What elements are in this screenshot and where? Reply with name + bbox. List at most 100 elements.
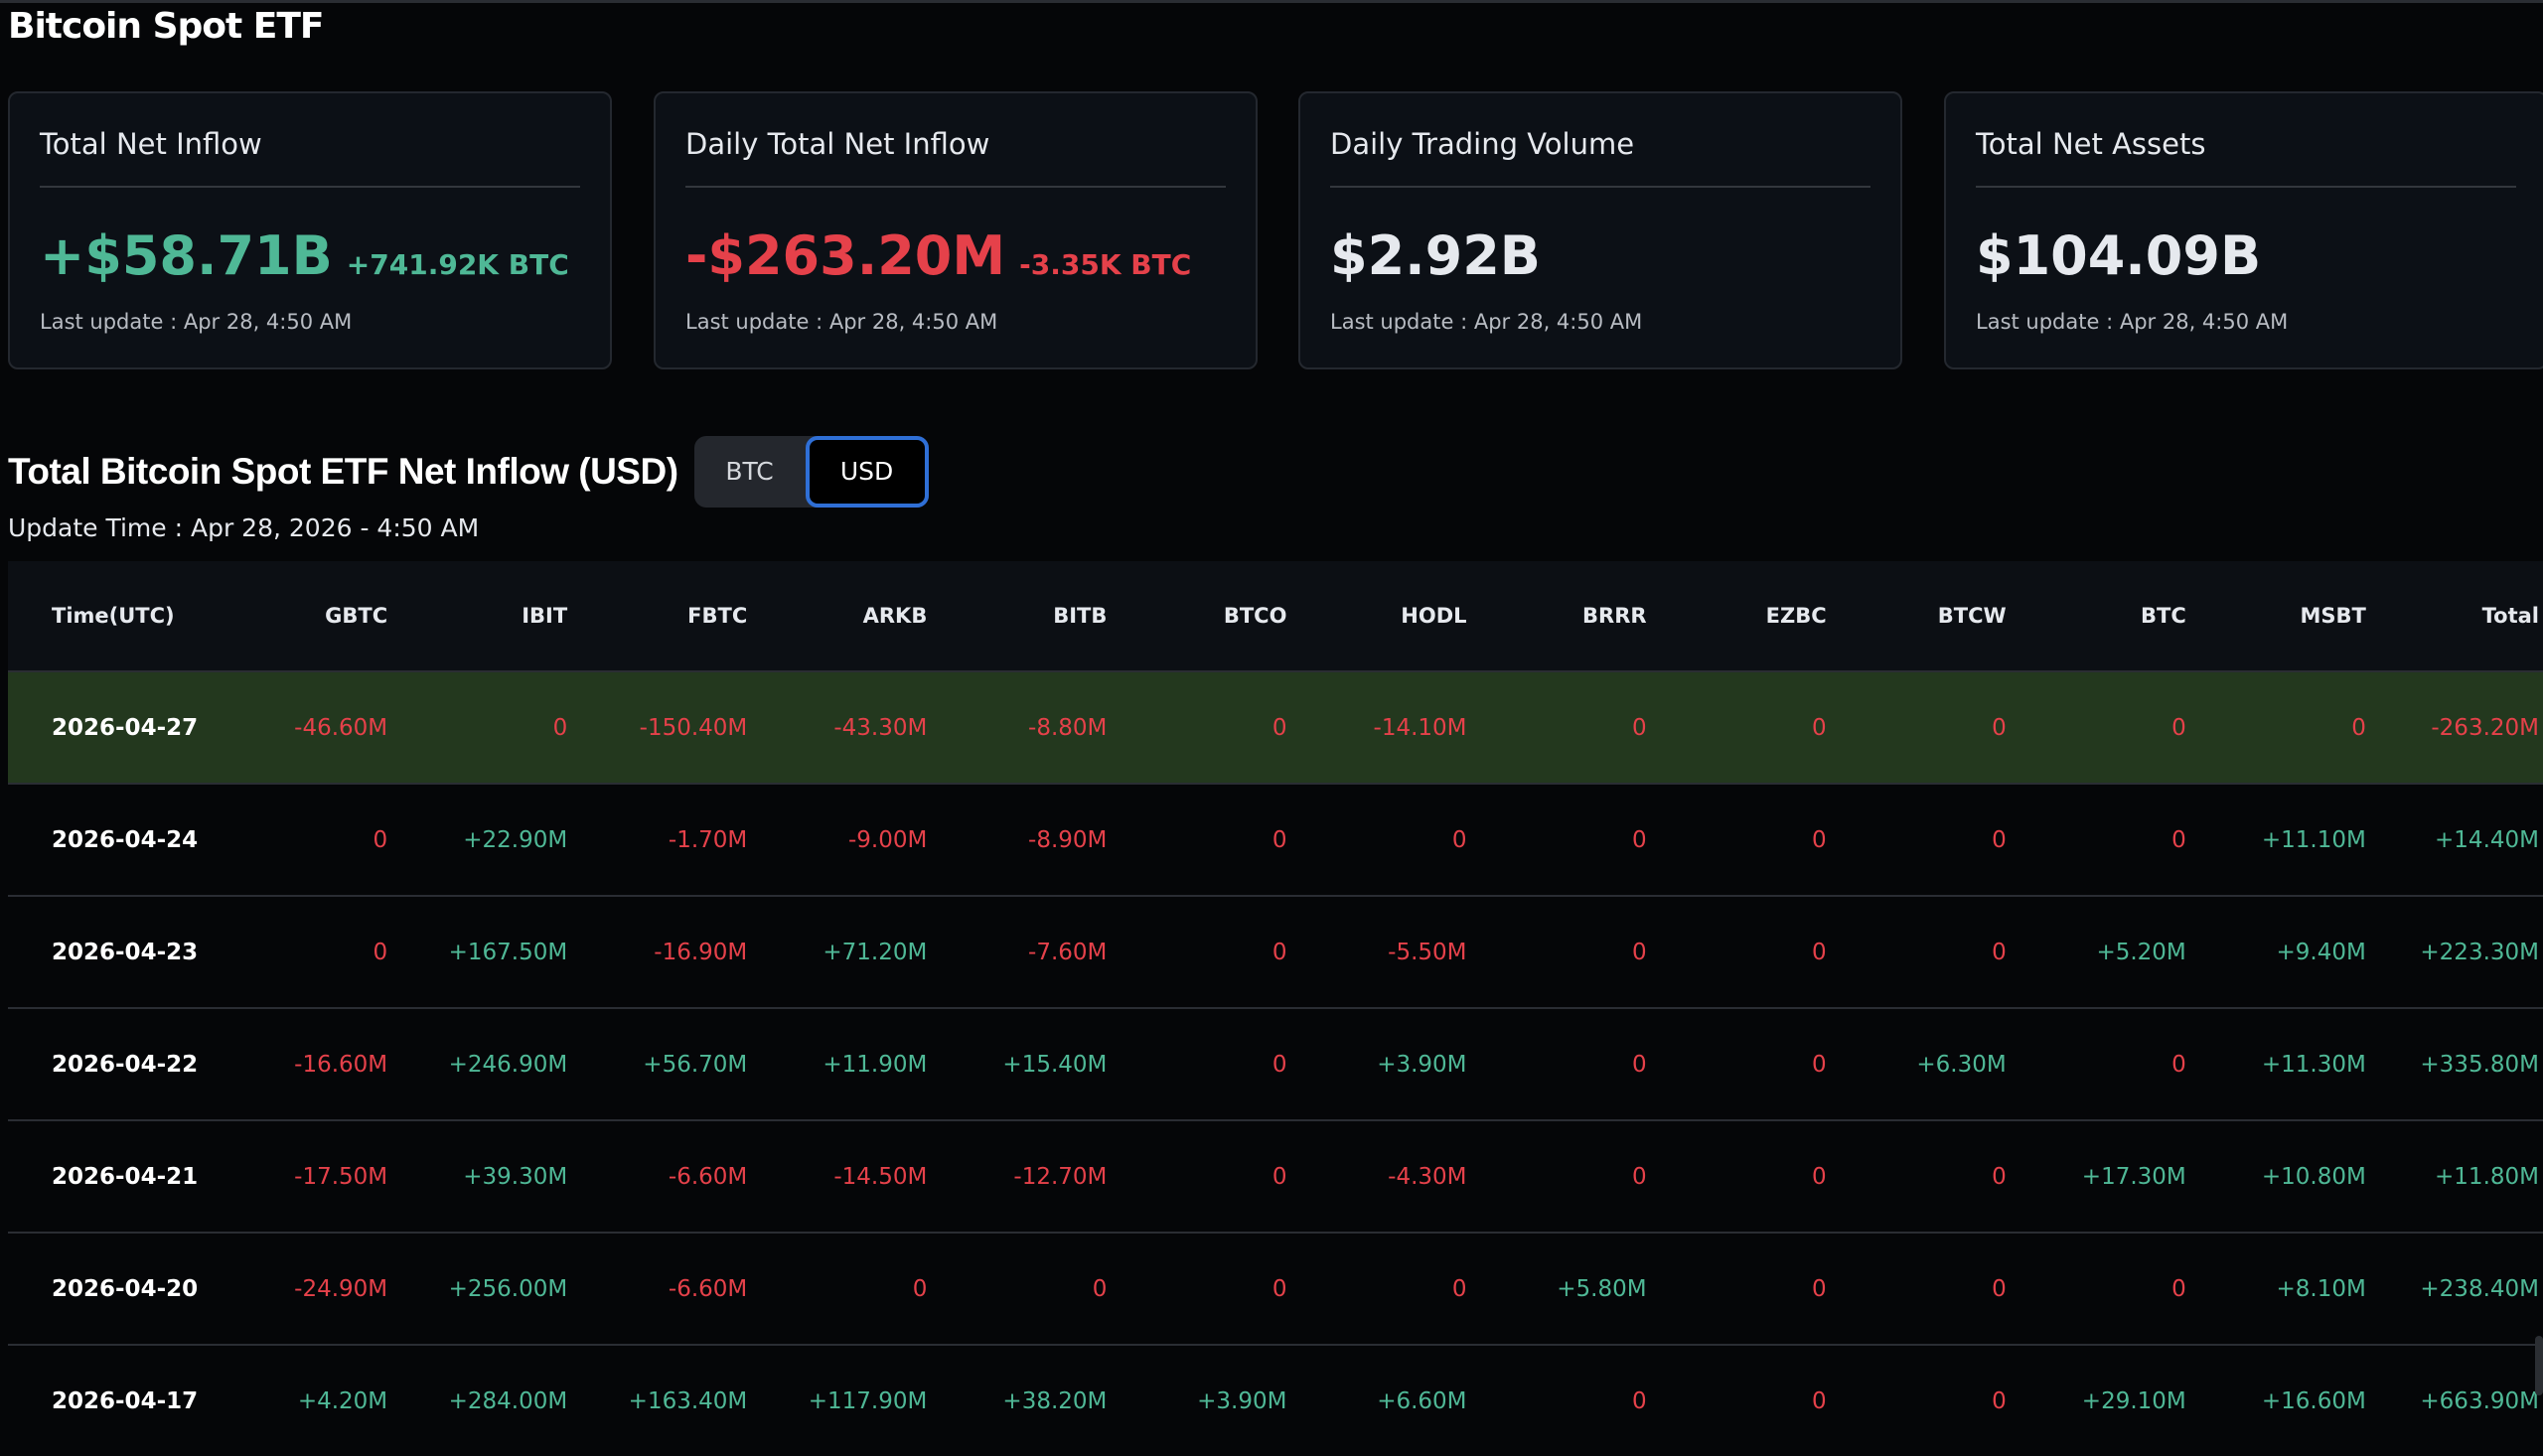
card-value-btc: +741.92K BTC — [346, 248, 569, 281]
column-header-hodl[interactable]: HODL — [1286, 561, 1467, 671]
flow-cell: 0 — [1466, 670, 1647, 784]
flow-cell: +8.10M — [2185, 1232, 2366, 1345]
flow-cell: +11.30M — [2185, 1007, 2366, 1120]
flow-cell: -6.60M — [567, 1232, 748, 1345]
card-value-usd: -$263.20M — [685, 224, 1006, 287]
flow-cell: +22.90M — [387, 783, 568, 896]
flow-cell: 0 — [1646, 783, 1827, 896]
flow-cell: +6.30M — [1826, 1007, 2007, 1120]
flow-cell: 0 — [1466, 895, 1647, 1008]
flow-cell: -17.50M — [208, 1119, 388, 1233]
date-cell: 2026-04-21 — [8, 1119, 209, 1233]
flow-cell: 0 — [1107, 1119, 1287, 1233]
stat-card: Daily Total Net Inflow -$263.20M -3.35K B… — [654, 91, 1258, 369]
flow-cell: 0 — [1107, 895, 1287, 1008]
flow-cell: +238.40M — [2365, 1232, 2543, 1345]
column-header-btcw[interactable]: BTCW — [1826, 561, 2007, 671]
scrollbar[interactable] — [2535, 1336, 2543, 1395]
flow-cell: 0 — [1646, 1119, 1827, 1233]
column-header-ezbc[interactable]: EZBC — [1646, 561, 1827, 671]
column-header-arkb[interactable]: ARKB — [747, 561, 928, 671]
flow-cell: 0 — [208, 895, 388, 1008]
column-header-fbtc[interactable]: FBTC — [567, 561, 748, 671]
flow-cell: +11.80M — [2365, 1119, 2543, 1233]
flow-cell: -5.50M — [1286, 895, 1467, 1008]
column-header-ibit[interactable]: IBIT — [387, 561, 568, 671]
flow-cell: 0 — [2006, 1007, 2186, 1120]
date-cell: 2026-04-22 — [8, 1007, 209, 1120]
stat-card: Total Net Assets $104.09B Last update : … — [1944, 91, 2543, 369]
card-last-update: Last update : Apr 28, 4:50 AM — [685, 310, 998, 334]
table-row: 2026-04-17 +4.20M +284.00M +163.40M +117.90M… — [8, 1344, 2543, 1456]
flow-cell: 0 — [2006, 783, 2186, 896]
flow-cell: 0 — [1466, 1007, 1647, 1120]
flow-cell: 0 — [2006, 670, 2186, 784]
card-last-update: Last update : Apr 28, 4:50 AM — [1330, 310, 1643, 334]
card-value: $2.92B — [1330, 224, 1555, 287]
flow-cell: -9.00M — [747, 783, 928, 896]
flow-cell: -14.10M — [1286, 670, 1467, 784]
flow-cell: +256.00M — [387, 1232, 568, 1345]
column-header-total[interactable]: Total — [2365, 561, 2543, 671]
flow-cell: 0 — [387, 670, 568, 784]
flow-cell: +39.30M — [387, 1119, 568, 1233]
flow-cell: +16.60M — [2185, 1344, 2366, 1456]
flow-cell: +3.90M — [1286, 1007, 1467, 1120]
card-title: Daily Trading Volume — [1330, 127, 1635, 161]
flow-cell: 0 — [1466, 783, 1647, 896]
divider — [40, 186, 580, 188]
section-title: Total Bitcoin Spot ETF Net Inflow (USD) — [8, 451, 678, 492]
column-header-gbtc[interactable]: GBTC — [208, 561, 388, 671]
column-header-btc[interactable]: BTC — [2006, 561, 2186, 671]
top-border — [0, 0, 2543, 3]
flow-cell: -4.30M — [1286, 1119, 1467, 1233]
flow-cell: +223.30M — [2365, 895, 2543, 1008]
currency-toggle: BTC USD — [693, 436, 929, 508]
column-header-timeutc[interactable]: Time(UTC) — [8, 561, 209, 671]
flow-cell: 0 — [2006, 1232, 2186, 1345]
column-header-btco[interactable]: BTCO — [1107, 561, 1287, 671]
flow-cell: +38.20M — [927, 1344, 1108, 1456]
divider — [1976, 186, 2516, 188]
flow-cell: 0 — [1826, 670, 2007, 784]
divider — [1330, 186, 1870, 188]
flow-cell: -6.60M — [567, 1119, 748, 1233]
flow-cell: 0 — [927, 1232, 1108, 1345]
etf-flow-table: Time(UTC) GBTC IBIT FBTC ARKB BITB BTCO HODL BRR… — [8, 561, 2543, 1456]
flow-cell: +246.90M — [387, 1007, 568, 1120]
flow-cell: +5.20M — [2006, 895, 2186, 1008]
column-header-msbt[interactable]: MSBT — [2185, 561, 2366, 671]
date-cell: 2026-04-20 — [8, 1232, 209, 1345]
flow-cell: 0 — [1646, 1344, 1827, 1456]
card-value: +$58.71B +741.92K BTC — [40, 224, 569, 287]
flow-cell: +4.20M — [208, 1344, 388, 1456]
flow-cell: +163.40M — [567, 1344, 748, 1456]
date-cell: 2026-04-17 — [8, 1344, 209, 1456]
flow-cell: +71.20M — [747, 895, 928, 1008]
flow-cell: 0 — [1826, 1119, 2007, 1233]
flow-cell: -1.70M — [567, 783, 748, 896]
flow-cell: +3.90M — [1107, 1344, 1287, 1456]
table-header-row: Time(UTC) GBTC IBIT FBTC ARKB BITB BTCO HODL BRR… — [8, 561, 2543, 671]
flow-cell: +17.30M — [2006, 1119, 2186, 1233]
flow-cell: 0 — [1107, 1007, 1287, 1120]
card-value-usd: $104.09B — [1976, 224, 2262, 287]
card-value-btc: -3.35K BTC — [1019, 248, 1192, 281]
section-header: Total Bitcoin Spot ETF Net Inflow (USD) … — [8, 436, 929, 508]
table-row: 2026-04-27 -46.60M 0 -150.40M -43.30M -8.80M 0… — [8, 670, 2543, 784]
toggle-usd-button[interactable]: USD — [805, 436, 929, 508]
flow-cell: +14.40M — [2365, 783, 2543, 896]
flow-cell: +10.80M — [2185, 1119, 2366, 1233]
column-header-bitb[interactable]: BITB — [927, 561, 1108, 671]
toggle-btc-button[interactable]: BTC — [725, 457, 774, 486]
page-title: Bitcoin Spot ETF — [8, 6, 324, 47]
flow-cell: 0 — [1646, 1007, 1827, 1120]
stat-card: Daily Trading Volume $2.92B Last update … — [1298, 91, 1902, 369]
card-value: $104.09B — [1976, 224, 2275, 287]
flow-cell: -8.90M — [927, 783, 1108, 896]
column-header-brrr[interactable]: BRRR — [1466, 561, 1647, 671]
flow-cell: -8.80M — [927, 670, 1108, 784]
table-row: 2026-04-23 0 +167.50M -16.90M +71.20M -7.60M 0… — [8, 895, 2543, 1008]
card-last-update: Last update : Apr 28, 4:50 AM — [40, 310, 353, 334]
flow-cell: -24.90M — [208, 1232, 388, 1345]
